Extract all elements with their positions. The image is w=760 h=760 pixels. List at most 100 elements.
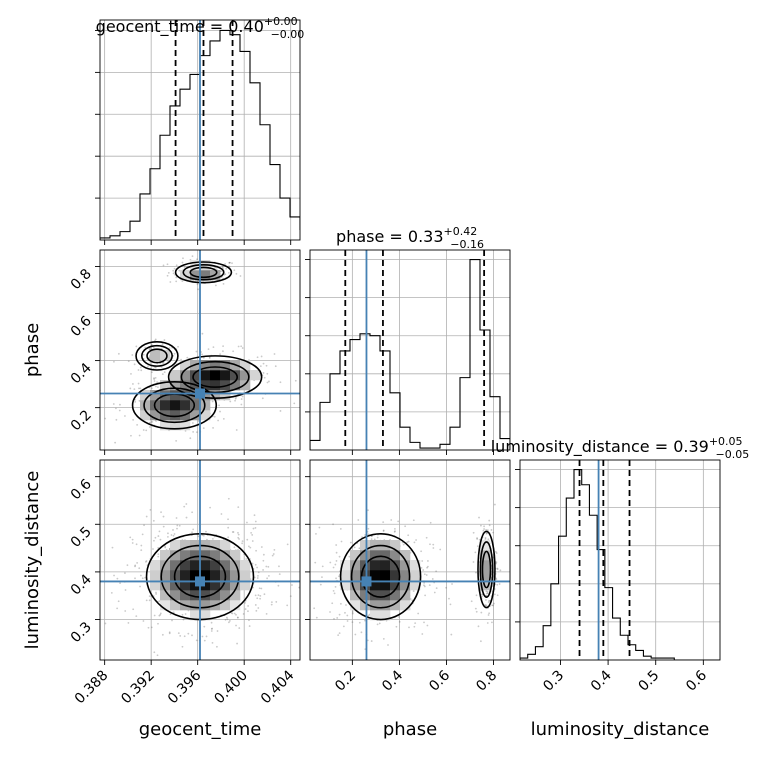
sample-point xyxy=(150,421,153,423)
y-tick-label-phase: 0.8 xyxy=(68,266,95,293)
sample-point xyxy=(171,619,173,622)
sample-point xyxy=(445,586,448,589)
sample-point xyxy=(484,604,487,606)
density-cell xyxy=(350,560,361,571)
sample-point xyxy=(425,536,428,539)
sample-point xyxy=(220,270,222,273)
x-tick-label-geocent-time: 0.388 xyxy=(72,668,112,708)
sample-point xyxy=(262,362,265,365)
sample-point xyxy=(169,613,172,616)
sample-point xyxy=(181,280,184,282)
sample-point xyxy=(147,365,149,368)
y-axis-label-phase: phase xyxy=(22,323,43,377)
histogram-phase xyxy=(310,250,510,450)
sample-point xyxy=(487,614,490,616)
contour-line xyxy=(189,266,218,279)
sample-point xyxy=(248,545,250,548)
sample-point xyxy=(486,529,489,532)
sample-point xyxy=(157,535,160,537)
sample-point xyxy=(183,635,186,638)
sample-point xyxy=(175,440,178,442)
density-cell xyxy=(350,550,361,561)
density-cell xyxy=(240,570,251,581)
density-cell xyxy=(190,400,201,411)
sample-point xyxy=(153,539,155,542)
sample-point xyxy=(344,611,346,614)
density-cell xyxy=(480,540,491,551)
sample-point xyxy=(236,642,238,645)
sample-point xyxy=(160,511,162,514)
density-cell xyxy=(160,600,171,611)
sample-point xyxy=(113,360,115,363)
sample-point xyxy=(263,376,266,379)
sample-point xyxy=(148,348,151,351)
sample-point xyxy=(246,521,248,524)
sample-point xyxy=(130,372,132,375)
sample-point xyxy=(155,420,157,422)
sample-point xyxy=(421,633,424,635)
sample-point xyxy=(270,603,273,606)
sample-point xyxy=(429,543,431,546)
sample-point xyxy=(237,345,240,348)
sample-point xyxy=(268,380,270,383)
title-luminosity-distance-minus: −0.05 xyxy=(716,448,750,461)
sample-point xyxy=(158,530,161,533)
sample-point xyxy=(479,640,482,643)
sample-point xyxy=(217,419,220,422)
density-cell xyxy=(350,580,361,591)
sample-point xyxy=(195,639,198,642)
sample-point xyxy=(134,400,137,403)
sample-point xyxy=(422,569,425,571)
sample-point xyxy=(140,369,143,372)
sample-point xyxy=(332,590,335,592)
sample-point xyxy=(211,641,214,644)
sample-point xyxy=(415,539,417,541)
density-cell xyxy=(380,580,391,591)
sample-point xyxy=(161,373,164,376)
density-cell xyxy=(210,570,221,581)
sample-point xyxy=(420,566,423,569)
sample-point xyxy=(181,261,184,264)
density-cell xyxy=(160,400,171,411)
sample-point xyxy=(240,398,243,400)
density-cell xyxy=(230,570,241,581)
density-cell xyxy=(190,410,201,421)
sample-point xyxy=(275,601,278,603)
sample-point xyxy=(256,566,258,569)
contour-line xyxy=(141,344,173,367)
sample-point xyxy=(224,263,227,265)
sample-point xyxy=(423,584,425,587)
density-cell xyxy=(370,560,381,571)
sample-point xyxy=(382,529,385,532)
sample-point xyxy=(488,612,491,615)
sample-point xyxy=(429,521,432,524)
sample-point xyxy=(335,544,338,546)
density-luminosity-distance-vs-geocent-time xyxy=(100,460,300,660)
density-cell xyxy=(190,370,201,381)
density-cell xyxy=(230,580,241,591)
density-cell xyxy=(190,560,201,571)
density-cell xyxy=(410,570,421,581)
sample-point xyxy=(183,266,186,269)
sample-point xyxy=(149,508,152,511)
sample-point xyxy=(342,625,345,628)
sample-point xyxy=(164,545,166,548)
sample-point xyxy=(153,377,155,380)
sample-point xyxy=(231,612,234,615)
sample-point xyxy=(338,555,341,558)
density-cell xyxy=(140,400,151,411)
sample-point xyxy=(334,585,337,588)
sample-point xyxy=(246,538,249,541)
density-cell xyxy=(200,560,211,571)
sample-point xyxy=(196,283,199,286)
sample-point xyxy=(182,257,184,260)
sample-point xyxy=(485,532,488,535)
sample-point xyxy=(426,560,429,562)
luminosity-distance-vs-geocent-time-panel: 0.388 0.392 0.396 0.400 0.404 0.3 0.4 0.5 0.6 xyxy=(68,459,301,708)
sample-point xyxy=(477,625,480,628)
density-cell xyxy=(480,550,491,561)
density-cell xyxy=(160,420,171,431)
title-luminosity-distance-median: 0.39 xyxy=(673,437,709,456)
y-tick-label-phase: 0.4 xyxy=(68,360,95,387)
sample-point xyxy=(481,595,483,598)
